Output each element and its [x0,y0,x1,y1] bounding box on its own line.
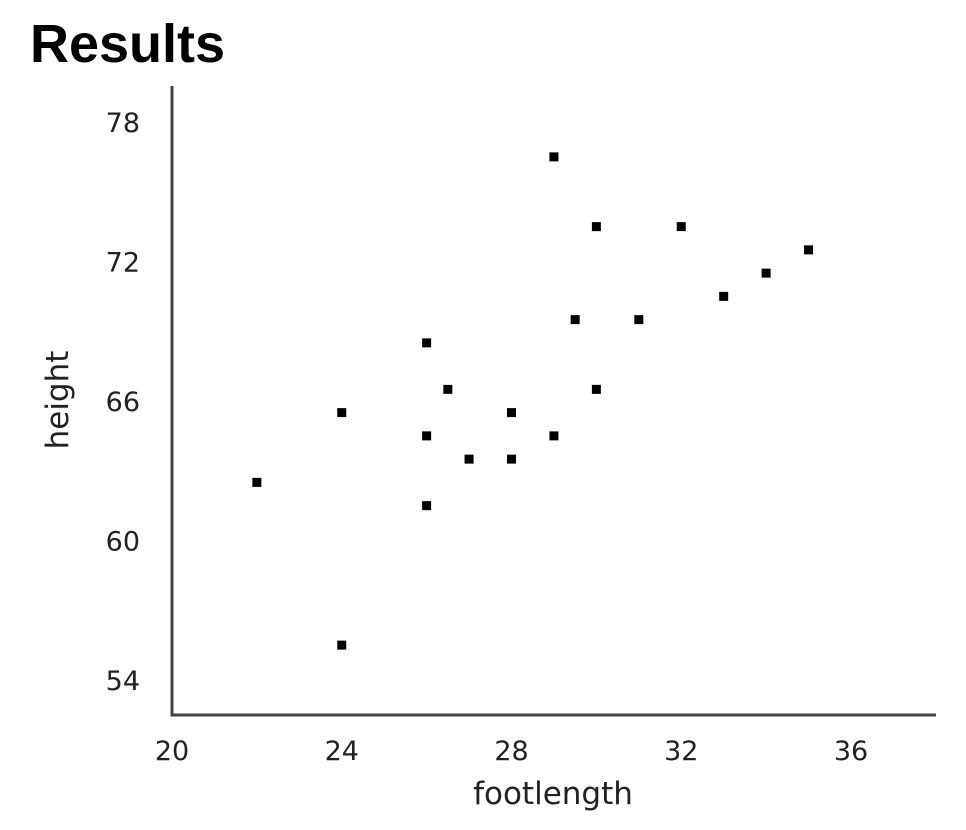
data-point [549,152,559,162]
data-point [422,338,432,348]
x-tick-label: 32 [664,736,698,767]
data-point [591,384,601,394]
page-title: Results [30,14,226,74]
data-point [591,222,601,232]
data-point [443,384,453,394]
data-points [252,152,814,650]
data-point [761,268,771,278]
x-tick-label: 28 [494,736,528,767]
y-tick-label: 66 [106,387,140,418]
y-axis-label: height [40,351,76,450]
y-tick-labels: 54 60 66 72 78 [106,108,140,697]
data-point [634,315,644,325]
data-point [549,431,559,441]
y-tick-label: 60 [106,527,140,558]
x-tick-label: 24 [325,736,359,767]
data-point [719,291,729,301]
y-tick-label: 54 [106,666,140,697]
data-point [422,501,432,511]
data-point [337,408,347,418]
data-point [507,454,516,464]
data-point [676,222,686,232]
data-point [422,431,432,441]
data-point [804,245,814,255]
y-tick-label: 78 [106,108,140,139]
x-tick-label: 20 [155,736,189,767]
x-tick-labels: 20 24 28 32 36 [155,736,868,767]
chart-axes [170,86,936,717]
data-point [507,408,516,418]
data-point [570,315,580,325]
x-axis-label: footlength [473,776,633,812]
data-point [337,640,347,650]
x-tick-label: 36 [834,736,868,767]
data-point [252,477,262,487]
data-point [464,454,474,464]
y-tick-label: 72 [106,248,140,279]
